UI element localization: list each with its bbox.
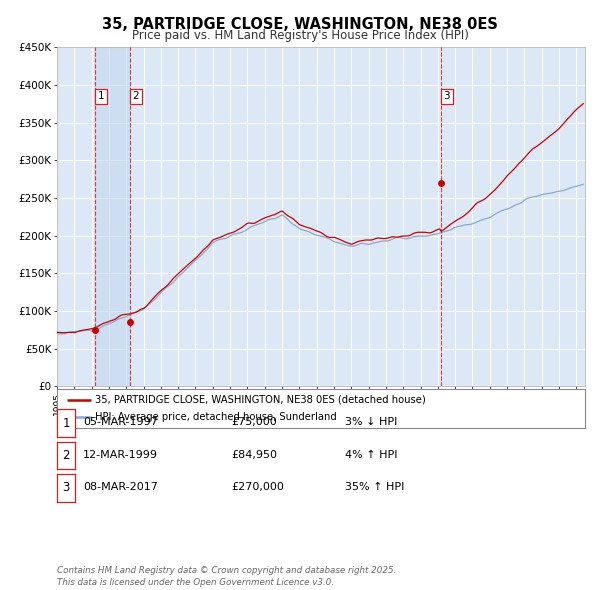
Text: 4% ↑ HPI: 4% ↑ HPI	[345, 450, 398, 460]
Text: Contains HM Land Registry data © Crown copyright and database right 2025.
This d: Contains HM Land Registry data © Crown c…	[57, 566, 397, 587]
Text: 1: 1	[62, 417, 70, 430]
Text: 35, PARTRIDGE CLOSE, WASHINGTON, NE38 0ES: 35, PARTRIDGE CLOSE, WASHINGTON, NE38 0E…	[102, 17, 498, 31]
Text: £84,950: £84,950	[231, 450, 277, 460]
Text: 3: 3	[443, 91, 450, 101]
Text: Price paid vs. HM Land Registry's House Price Index (HPI): Price paid vs. HM Land Registry's House …	[131, 30, 469, 42]
Text: 3: 3	[62, 481, 70, 494]
Text: 3% ↓ HPI: 3% ↓ HPI	[345, 418, 397, 427]
Bar	[95, 47, 130, 386]
Text: HPI: Average price, detached house, Sunderland: HPI: Average price, detached house, Sund…	[95, 412, 337, 422]
Text: 12-MAR-1999: 12-MAR-1999	[83, 450, 158, 460]
Text: £270,000: £270,000	[231, 483, 284, 492]
Text: 35% ↑ HPI: 35% ↑ HPI	[345, 483, 404, 492]
Text: 2: 2	[62, 449, 70, 462]
Text: 1: 1	[97, 91, 104, 101]
Text: £75,000: £75,000	[231, 418, 277, 427]
Text: 08-MAR-2017: 08-MAR-2017	[83, 483, 158, 492]
Text: 35, PARTRIDGE CLOSE, WASHINGTON, NE38 0ES (detached house): 35, PARTRIDGE CLOSE, WASHINGTON, NE38 0E…	[95, 395, 426, 405]
Text: 05-MAR-1997: 05-MAR-1997	[83, 418, 158, 427]
Text: 2: 2	[133, 91, 139, 101]
